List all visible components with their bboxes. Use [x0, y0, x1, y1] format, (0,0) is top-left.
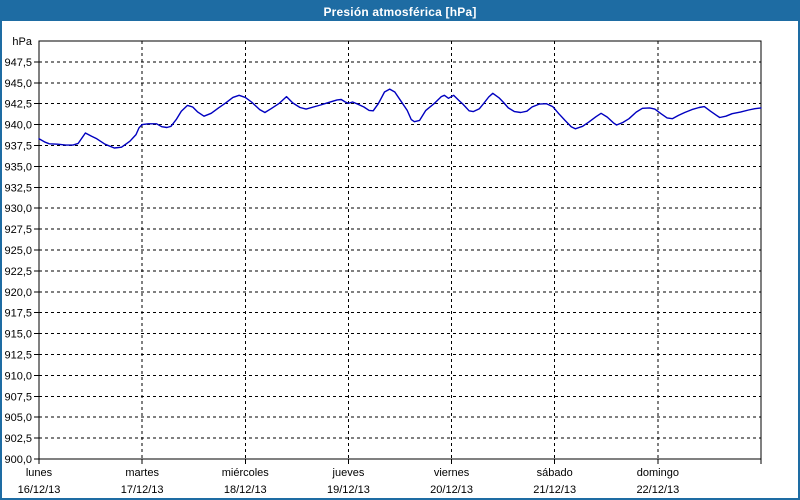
y-axis-tick-label: 907,5 [4, 391, 32, 403]
y-axis-tick-label: 925,0 [4, 245, 32, 257]
x-axis-day-label: viernes [434, 467, 470, 479]
y-axis-tick-label: 922,5 [4, 266, 32, 278]
y-axis-tick-label: 942,5 [4, 99, 32, 111]
pressure-line-chart: 947,5 945,0 942,5 940,0 937,5 935,0 932,5 930,0… [4, 36, 762, 496]
y-axis-tick-label: 927,5 [4, 224, 32, 236]
y-axis-tick-label: 940,0 [4, 120, 32, 132]
x-axis-date-label: 17/12/13 [121, 484, 164, 496]
y-axis-tick-label: 912,5 [4, 350, 32, 362]
y-axis-tick-label: 917,5 [4, 308, 32, 320]
window-title-bar: Presión atmosférica [hPa] [2, 2, 798, 21]
x-axis-date-label: 16/12/13 [18, 484, 61, 496]
y-axis-unit-label: hPa [12, 36, 32, 48]
y-axis-tick-label: 947,5 [4, 57, 32, 69]
x-axis-day-label: sábado [537, 467, 573, 479]
y-axis-tick-label: 937,5 [4, 141, 32, 153]
x-axis-date-label: 18/12/13 [224, 484, 267, 496]
x-axis-day-label: domingo [637, 467, 679, 479]
y-axis-tick-label: 945,0 [4, 78, 32, 90]
x-axis-day-label: martes [125, 467, 159, 479]
x-axis-day-label: jueves [332, 467, 365, 479]
x-axis-date-label: 22/12/13 [636, 484, 679, 496]
x-axis-date-label: 19/12/13 [327, 484, 370, 496]
pressure-series-line [38, 88, 762, 149]
y-axis-tick-label: 915,0 [4, 329, 32, 341]
y-axis-tick-label: 930,0 [4, 203, 32, 215]
y-axis-tick-label: 920,0 [4, 287, 32, 299]
page-title: Presión atmosférica [hPa] [323, 4, 477, 19]
y-axis-tick-label: 905,0 [4, 412, 32, 424]
y-axis-tick-label: 902,5 [4, 433, 32, 445]
y-axis-tick-label: 910,0 [4, 370, 32, 382]
chart-area: 947,5 945,0 942,5 940,0 937,5 935,0 932,5 930,0… [2, 21, 798, 498]
y-axis-tick-label: 935,0 [4, 161, 32, 173]
y-axis-tick-label: 900,0 [4, 454, 32, 466]
y-axis-tick-label: 932,5 [4, 182, 32, 194]
x-axis-date-label: 20/12/13 [430, 484, 473, 496]
x-axis-day-label: miércoles [222, 467, 270, 479]
x-axis-date-label: 21/12/13 [533, 484, 576, 496]
x-axis-day-label: lunes [26, 467, 53, 479]
